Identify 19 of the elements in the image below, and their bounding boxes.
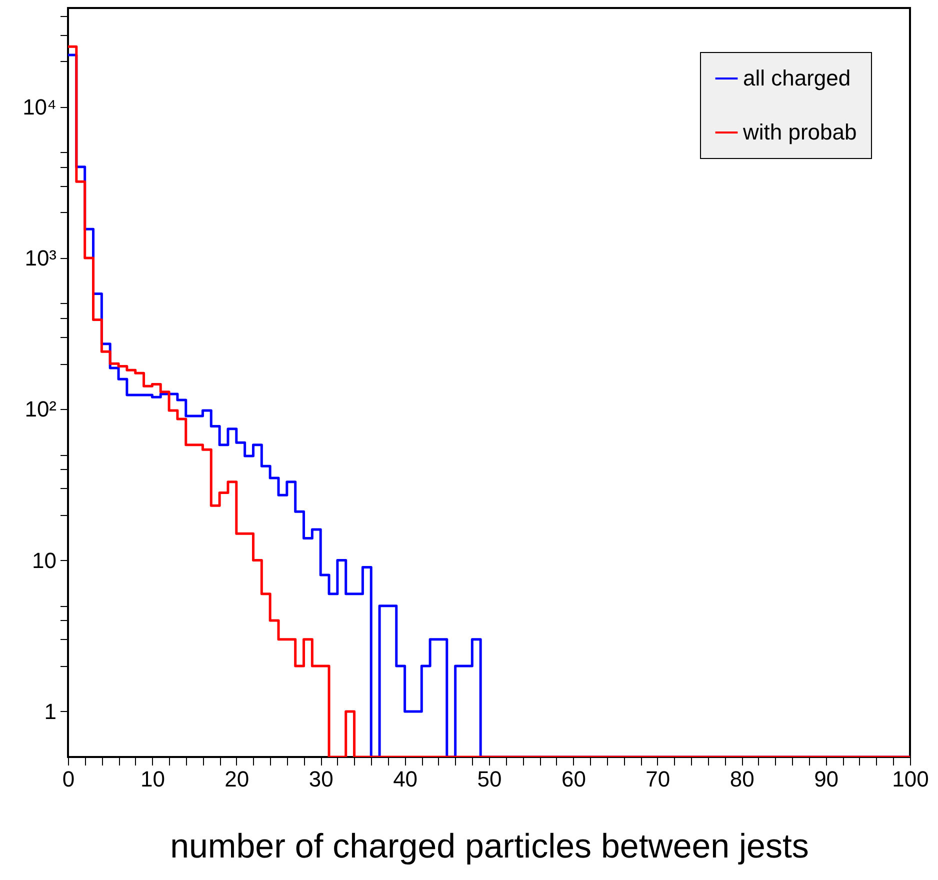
x-axis-title: number of charged particles between jests bbox=[170, 828, 809, 866]
x-tick-label: 60 bbox=[561, 766, 586, 792]
x-tick-label: 50 bbox=[477, 766, 502, 792]
x-tick-label: 80 bbox=[730, 766, 754, 792]
legend-label: with probab bbox=[742, 120, 857, 144]
x-tick-label: 0 bbox=[62, 766, 75, 792]
x-tick-label: 10 bbox=[140, 766, 165, 792]
x-tick-label: 90 bbox=[814, 766, 839, 792]
x-tick-label: 20 bbox=[224, 766, 250, 792]
legend-label: all charged bbox=[743, 66, 851, 90]
y-tick-label: 1 bbox=[44, 698, 56, 724]
x-tick-label: 40 bbox=[393, 766, 418, 792]
x-tick-label: 100 bbox=[892, 766, 929, 792]
y-tick-label: 10⁴ bbox=[22, 94, 56, 120]
x-tick-label: 70 bbox=[646, 766, 670, 792]
y-tick-label: 10² bbox=[24, 396, 56, 422]
y-tick-label: 10³ bbox=[24, 245, 56, 270]
x-tick-label: 30 bbox=[308, 766, 334, 792]
y-tick-label: 10 bbox=[32, 548, 56, 573]
